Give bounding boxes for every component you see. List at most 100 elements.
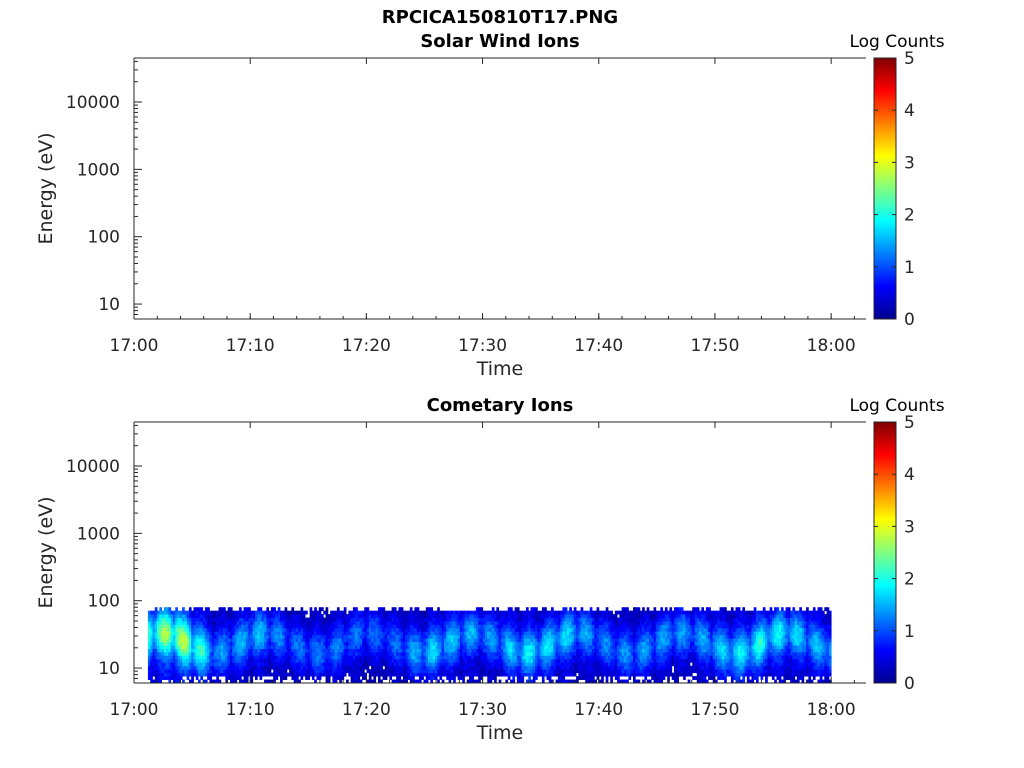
spectrogram-cell (569, 658, 572, 663)
spectrogram-cell (619, 665, 623, 670)
spectrogram-cell (154, 634, 158, 639)
spectrogram-cell (653, 658, 657, 663)
spectrogram-cell (466, 645, 470, 649)
spectrogram-cell (676, 655, 679, 660)
spectrogram-cell (551, 631, 554, 636)
spectrogram-cell (184, 672, 188, 677)
spectrogram-cell (441, 655, 445, 660)
spectrogram-cell (469, 645, 472, 649)
spectrogram-cell (498, 658, 502, 663)
spectrogram-cell (325, 624, 329, 629)
spectrogram-cell (500, 610, 504, 615)
spectrogram-cell (475, 672, 479, 677)
spectrogram-cell (519, 617, 522, 622)
spectrogram-cell (327, 621, 331, 625)
spectrogram-cell (457, 665, 461, 670)
spectrogram-cell (264, 641, 267, 646)
spectrogram-cell (444, 617, 447, 622)
spectrogram-cell (444, 634, 447, 639)
spectrogram-cell (236, 665, 240, 670)
spectrogram-cell (564, 665, 568, 670)
spectrogram-cell (532, 634, 536, 639)
spectrogram-cell (177, 645, 181, 649)
spectrogram-cell (400, 672, 404, 677)
spectrogram-cell (628, 648, 632, 653)
spectrogram-cell (598, 624, 602, 629)
spectrogram-cell (635, 672, 638, 677)
spectrogram-cell (484, 652, 488, 656)
spectrogram-cell (446, 665, 449, 670)
spectrogram-cell (648, 655, 652, 660)
spectrogram-cell (585, 614, 588, 618)
panel-1-title: Solar Wind Ions (420, 31, 580, 52)
spectrogram-cell (348, 610, 352, 615)
spectrogram-cell (362, 669, 365, 674)
spectrogram-cell (648, 679, 652, 684)
spectrogram-cell (437, 631, 440, 636)
spectrogram-cell (298, 672, 301, 677)
spectrogram-cell (352, 672, 356, 677)
spectrogram-cell (578, 621, 582, 625)
spectrogram-cell (489, 627, 493, 632)
spectrogram-cell (332, 624, 336, 629)
spectrogram-cell (295, 610, 299, 615)
spectrogram-cell (651, 658, 654, 663)
spectrogram-cell (332, 672, 336, 677)
spectrogram-cell (571, 672, 575, 677)
spectrogram-cell (305, 662, 308, 667)
spectrogram-cell (473, 665, 477, 670)
spectrogram-cell (607, 631, 611, 636)
spectrogram-cell (491, 641, 495, 646)
spectrogram-cell (462, 676, 465, 680)
spectrogram-cell (403, 627, 406, 632)
spectrogram-cell (357, 645, 361, 649)
spectrogram-cell (259, 614, 263, 618)
spectrogram-cell (469, 624, 472, 629)
spectrogram-cell (302, 641, 306, 646)
spectrogram-cell (587, 617, 591, 622)
spectrogram-cell (683, 617, 686, 622)
spectrogram-cell (587, 621, 591, 625)
spectrogram-cell (669, 652, 673, 656)
spectrogram-cell (207, 607, 210, 612)
spectrogram-cell (332, 669, 336, 674)
spectrogram-cell (298, 655, 301, 660)
spectrogram-cell (330, 658, 333, 663)
spectrogram-cell (391, 665, 395, 670)
spectrogram-cell (316, 662, 320, 667)
spectrogram-cell (626, 679, 629, 684)
spectrogram-cell (277, 648, 281, 653)
spectrogram-cell (282, 652, 285, 656)
spectrogram-cell (218, 621, 222, 625)
spectrogram-cell (284, 676, 288, 680)
spectrogram-cell (277, 658, 281, 663)
spectrogram-cell (441, 631, 445, 636)
spectrogram-cell (257, 614, 260, 618)
spectrogram-cell (198, 655, 201, 660)
spectrogram-cell (202, 645, 206, 649)
spectrogram-cell (573, 631, 577, 636)
spectrogram-cell (186, 627, 190, 632)
spectrogram-cell (525, 641, 529, 646)
spectrogram-cell (444, 631, 447, 636)
spectrogram-cell (530, 634, 534, 639)
spectrogram-cell (311, 672, 315, 677)
spectrogram-cell (147, 634, 151, 639)
spectrogram-cell (453, 672, 456, 677)
spectrogram-cell (466, 634, 470, 639)
spectrogram-cell (355, 645, 358, 649)
spectrogram-cell (644, 631, 648, 636)
spectrogram-cell (396, 672, 399, 677)
spectrogram-cell (152, 624, 156, 629)
spectrogram-cell (198, 617, 201, 622)
spectrogram-cell (423, 641, 427, 646)
spectrogram-cell (434, 627, 438, 632)
spectrogram-cell (172, 645, 176, 649)
spectrogram-cell (491, 607, 495, 612)
spectrogram-cell (658, 672, 661, 677)
spectrogram-cell (639, 658, 643, 663)
spectrogram-cell (245, 621, 249, 625)
spectrogram-cell (628, 638, 632, 643)
spectrogram-cell (339, 627, 342, 632)
spectrogram-cell (664, 669, 668, 674)
